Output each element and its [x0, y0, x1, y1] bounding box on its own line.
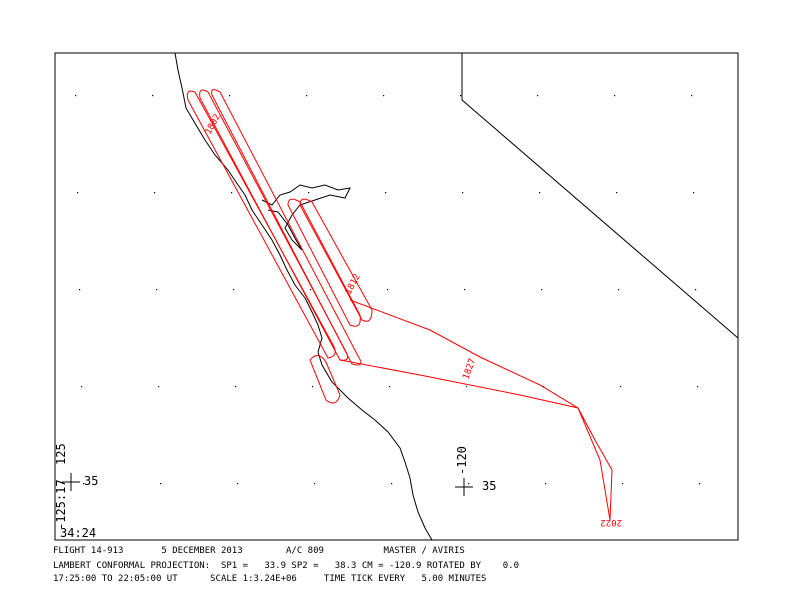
lat-label: 34:24 [60, 526, 96, 540]
grid-dot [541, 289, 543, 291]
lon-label: 125 [54, 443, 68, 465]
grid-dot [383, 95, 385, 97]
grid-dot [156, 289, 158, 291]
flight-label: 2022 [600, 517, 622, 527]
grid-dot [466, 386, 468, 388]
grid-dot [158, 386, 160, 388]
cross-mid [455, 478, 473, 496]
grid-dot [391, 483, 393, 485]
grid-dot [614, 95, 616, 97]
grid-dot [308, 192, 310, 194]
grid-dot [229, 95, 231, 97]
grid-dot [387, 289, 389, 291]
lat-label: 35 [482, 479, 496, 493]
bay [261, 184, 351, 251]
grid-dot [235, 386, 237, 388]
grid-dot [83, 483, 85, 485]
grid-dot [464, 289, 466, 291]
grid-dots [75, 95, 701, 485]
grid-dot [691, 95, 693, 97]
grid-dot [154, 192, 156, 194]
grid-dot [75, 95, 77, 97]
grid-dot [537, 95, 539, 97]
grid-dot [620, 386, 622, 388]
coastline [174, 52, 433, 541]
grid-dot [693, 192, 695, 194]
grid-dot [160, 483, 162, 485]
grid-dot [306, 95, 308, 97]
grid-dot [695, 289, 697, 291]
grid-dot [81, 386, 83, 388]
flight-label: 1827 [461, 357, 478, 381]
grid-dot [462, 192, 464, 194]
grid-dot [389, 386, 391, 388]
grid-dot [539, 192, 541, 194]
footer-line: LAMBERT CONFORMAL PROJECTION: SP1 = 33.9… [53, 561, 519, 571]
grid-dot [545, 483, 547, 485]
grid-dot [460, 95, 462, 97]
grid-dot [152, 95, 154, 97]
footer-line: FLIGHT 14-913 5 DECEMBER 2013 A/C 809 MA… [53, 546, 465, 556]
cross-west [62, 473, 80, 491]
grid-dot [314, 483, 316, 485]
grid-dot [77, 192, 79, 194]
grid-dot [622, 483, 624, 485]
grid-dot [618, 289, 620, 291]
grid-dot [310, 289, 312, 291]
grid-dot [79, 289, 81, 291]
grid-dot [237, 483, 239, 485]
map-frame [54, 52, 739, 541]
flight-path [186, 89, 613, 521]
grid-dot [697, 386, 699, 388]
lon-label: -120 [455, 446, 469, 475]
grid-dot [231, 192, 233, 194]
flight-label: 1812 [344, 273, 363, 297]
grid-dot [233, 289, 235, 291]
lat-label: 35 [84, 474, 98, 488]
grid-dot [699, 483, 701, 485]
grid-dot [468, 483, 470, 485]
grid-dot [385, 192, 387, 194]
grid-dot [616, 192, 618, 194]
state-border [461, 53, 739, 339]
lon-label: -125:17 [54, 479, 68, 530]
map: -125:17 125 35 34:24 -120 35 1802 1812 1… [54, 52, 739, 541]
flight-label: 1802 [204, 113, 223, 137]
grid-dot [312, 386, 314, 388]
footer-line: 17:25:00 TO 22:05:00 UT SCALE 1:3.24E+06… [53, 574, 487, 584]
